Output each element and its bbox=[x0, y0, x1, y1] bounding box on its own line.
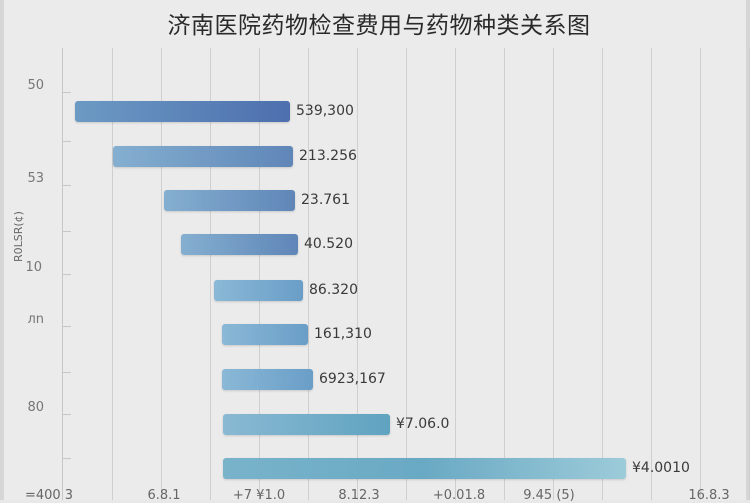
bar[interactable] bbox=[181, 234, 298, 255]
y-tick-mark bbox=[63, 372, 71, 373]
bar-value-label: 6923,167 bbox=[319, 371, 386, 387]
y-tick-mark bbox=[63, 185, 71, 186]
y-tick-label: 10 bbox=[25, 260, 42, 275]
y-tick-mark bbox=[63, 326, 71, 327]
bar[interactable] bbox=[214, 280, 303, 301]
gridline bbox=[308, 48, 309, 500]
x-tick-label: 8.12.3 bbox=[338, 488, 380, 503]
gridline bbox=[553, 48, 554, 500]
y-axis-title: R0LSR(¢) bbox=[12, 211, 25, 262]
bar-value-label: 539,300 bbox=[296, 103, 354, 119]
y-tick-label: 53 bbox=[27, 171, 44, 186]
chart-title: 济南医院药物检查费用与药物种类关系图 bbox=[167, 13, 591, 39]
bar-value-label: 40.520 bbox=[304, 236, 353, 252]
bar[interactable] bbox=[164, 190, 295, 211]
y-axis-line bbox=[62, 48, 63, 500]
gridline bbox=[700, 48, 701, 500]
bar[interactable] bbox=[223, 458, 626, 479]
bar[interactable] bbox=[222, 369, 313, 390]
y-tick-mark bbox=[63, 458, 71, 459]
gridline bbox=[406, 48, 407, 500]
x-tick-label: +0.01.8 bbox=[432, 488, 486, 503]
gridline bbox=[504, 48, 505, 500]
plot-area: R0LSR(¢) 50 53 10 лn 80 =400 3 6.8.1 +7 ¥1.0 8.1… bbox=[4, 0, 750, 503]
bar[interactable] bbox=[113, 146, 293, 167]
bar-value-label: 161,310 bbox=[314, 326, 372, 342]
gridline bbox=[112, 48, 113, 500]
bar-value-label: 86.320 bbox=[309, 282, 358, 298]
gridline bbox=[651, 48, 652, 500]
bar-value-label: ¥4.0010 bbox=[632, 460, 690, 476]
y-tick-mark bbox=[63, 231, 71, 232]
bar[interactable] bbox=[222, 324, 308, 345]
gridline bbox=[602, 48, 603, 500]
gridline bbox=[455, 48, 456, 500]
bar-value-label: ¥7.06.0 bbox=[396, 416, 450, 432]
bar-value-label: 23.761 bbox=[301, 192, 350, 208]
gridline bbox=[161, 48, 162, 500]
x-tick-label: +7 ¥1.0 bbox=[232, 488, 286, 503]
gridline bbox=[259, 48, 260, 500]
y-tick-mark bbox=[63, 92, 71, 93]
y-tick-label: 50 bbox=[27, 78, 44, 93]
bar[interactable] bbox=[223, 414, 390, 435]
x-tick-label: 16.8.3 bbox=[688, 488, 730, 503]
y-tick-label: 80 bbox=[27, 400, 44, 415]
gridline bbox=[357, 48, 358, 500]
x-tick-label: 9.45 (5) bbox=[523, 488, 575, 503]
x-tick-label: 6.8.1 bbox=[147, 488, 181, 503]
y-tick-mark bbox=[63, 414, 71, 415]
y-tick-label: лn bbox=[27, 312, 44, 327]
y-tick-mark bbox=[63, 141, 71, 142]
bar[interactable] bbox=[75, 101, 290, 122]
y-tick-mark bbox=[63, 274, 71, 275]
x-tick-label: =400 3 bbox=[24, 488, 74, 503]
gridline bbox=[210, 48, 211, 500]
bar-value-label: 213.256 bbox=[299, 148, 357, 164]
